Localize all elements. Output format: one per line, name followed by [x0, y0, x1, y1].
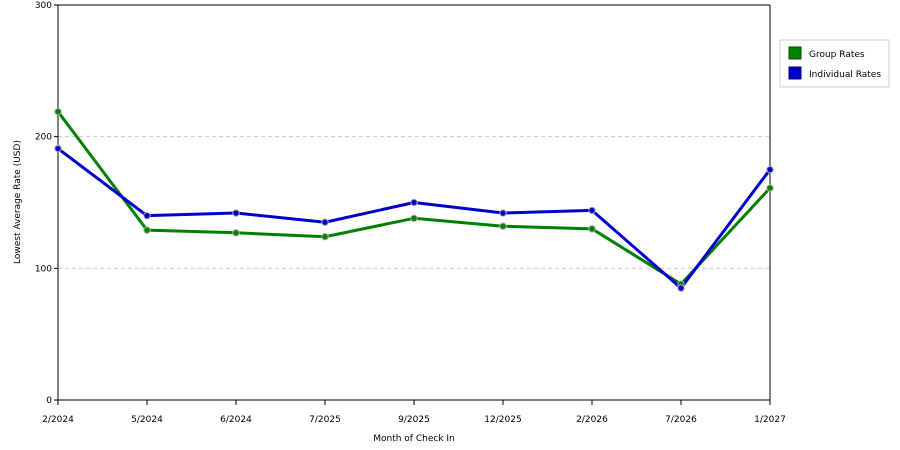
y-tick-label: 100 — [35, 264, 52, 274]
data-point-group-rates — [766, 184, 774, 192]
data-point-individual-rates — [499, 209, 507, 217]
data-point-group-rates — [588, 225, 596, 233]
series-points — [54, 107, 774, 292]
data-point-individual-rates — [766, 165, 774, 174]
legend-swatch-individual-rates — [788, 66, 802, 80]
data-point-individual-rates — [54, 144, 62, 153]
tick-labels: 0 100 200 300 2/2024 5/2024 6/2024 7/2025 9/2025… — [35, 1, 786, 425]
y-tick-label: 300 — [35, 1, 52, 11]
x-tick-label: 9/2025 — [398, 415, 430, 425]
legend-label-group-rates: Group Rates — [809, 50, 865, 60]
data-point-group-rates — [232, 229, 240, 237]
data-point-individual-rates — [588, 206, 596, 215]
data-point-group-rates — [143, 226, 151, 234]
data-point-individual-rates — [410, 198, 418, 207]
x-tick-label: 12/2025 — [484, 415, 521, 425]
x-tick-label: 2/2026 — [576, 415, 608, 425]
x-tick-label: 7/2025 — [309, 415, 341, 425]
data-point-individual-rates — [321, 218, 329, 226]
data-point-group-rates — [321, 233, 329, 241]
data-point-group-rates — [54, 107, 62, 116]
x-tick-label: 1/2027 — [754, 415, 786, 425]
x-tick-label: 5/2024 — [131, 415, 163, 425]
x-tick-label: 7/2026 — [665, 415, 697, 425]
y-tick-label: 200 — [35, 133, 52, 143]
x-tick-label: 6/2024 — [220, 415, 252, 425]
legend-swatch-group-rates — [788, 46, 802, 60]
x-axis-title: Month of Check In — [373, 434, 455, 444]
data-point-individual-rates — [143, 211, 151, 220]
data-point-individual-rates — [232, 209, 240, 217]
x-tick-label: 2/2024 — [42, 415, 74, 425]
data-point-group-rates — [410, 214, 418, 223]
data-point-individual-rates — [677, 284, 685, 292]
data-point-group-rates — [499, 222, 507, 230]
legend-label-individual-rates: Individual Rates — [809, 70, 881, 80]
y-axis-title: Lowest Average Rate (USD) — [13, 140, 23, 264]
legend: Group Rates Individual Rates — [779, 39, 890, 88]
y-tick-label: 0 — [46, 396, 52, 406]
series-line-group-rates — [56, 110, 772, 286]
